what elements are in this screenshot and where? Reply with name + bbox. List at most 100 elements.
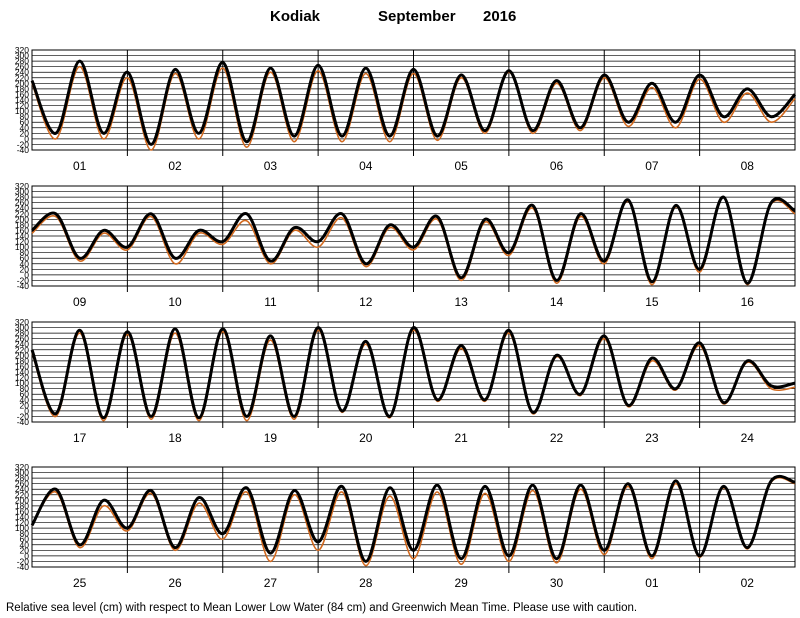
day-label: 25 bbox=[73, 576, 87, 590]
y-tick-label: 20 bbox=[20, 264, 30, 274]
y-tick-label: 320 bbox=[15, 462, 29, 472]
y-tick-label: 280 bbox=[15, 328, 29, 338]
y-tick-label: -20 bbox=[17, 139, 30, 149]
day-label: 02 bbox=[168, 159, 182, 173]
y-tick-label: 100 bbox=[15, 242, 29, 252]
day-label: 07 bbox=[645, 159, 659, 173]
y-tick-label: 280 bbox=[15, 473, 29, 483]
y-tick-label: 220 bbox=[15, 209, 29, 219]
y-tick-label: 200 bbox=[15, 214, 29, 224]
y-tick-label: 160 bbox=[15, 89, 29, 99]
y-tick-label: 100 bbox=[15, 378, 29, 388]
y-tick-label: 60 bbox=[20, 117, 30, 127]
y-tick-label: -40 bbox=[17, 417, 30, 427]
day-label: 14 bbox=[550, 295, 564, 309]
day-label: 11 bbox=[264, 295, 277, 309]
y-tick-label: 120 bbox=[15, 101, 29, 111]
y-tick-label: 320 bbox=[15, 317, 29, 327]
tide-panel: -40-200204060801001201401601802002202402… bbox=[15, 462, 796, 590]
y-tick-label: 320 bbox=[15, 181, 29, 191]
y-tick-label: 20 bbox=[20, 128, 30, 138]
series-observed bbox=[30, 59, 797, 146]
y-tick-label: 320 bbox=[15, 45, 29, 55]
y-tick-label: 20 bbox=[20, 545, 30, 555]
series-predicted bbox=[31, 65, 796, 151]
y-tick-label: 0 bbox=[24, 551, 29, 561]
y-tick-label: -40 bbox=[17, 145, 30, 155]
y-tick-label: 160 bbox=[15, 225, 29, 235]
y-tick-label: 40 bbox=[20, 259, 30, 269]
y-tick-label: 0 bbox=[24, 134, 29, 144]
y-tick-label: 240 bbox=[15, 484, 29, 494]
day-label: 04 bbox=[359, 159, 373, 173]
y-tick-label: 200 bbox=[15, 78, 29, 88]
day-label: 23 bbox=[645, 431, 659, 445]
y-tick-label: 60 bbox=[20, 253, 30, 263]
y-tick-label: 20 bbox=[20, 400, 30, 410]
y-tick-label: 260 bbox=[15, 62, 29, 72]
y-tick-label: 260 bbox=[15, 479, 29, 489]
y-tick-label: -20 bbox=[17, 411, 30, 421]
day-label: 20 bbox=[359, 431, 373, 445]
day-label: 19 bbox=[264, 431, 278, 445]
day-label: 08 bbox=[741, 159, 755, 173]
day-label: 16 bbox=[741, 295, 755, 309]
day-label: 28 bbox=[359, 576, 373, 590]
series-observed bbox=[31, 195, 796, 285]
day-label: 02 bbox=[741, 576, 755, 590]
y-tick-label: 80 bbox=[20, 529, 30, 539]
day-label: 01 bbox=[73, 159, 87, 173]
y-tick-label: 220 bbox=[15, 490, 29, 500]
y-tick-label: 60 bbox=[20, 389, 30, 399]
y-tick-label: 200 bbox=[15, 350, 29, 360]
y-tick-label: 300 bbox=[15, 187, 29, 197]
y-tick-label: 240 bbox=[15, 67, 29, 77]
y-tick-label: 120 bbox=[15, 237, 29, 247]
y-tick-label: 120 bbox=[15, 518, 29, 528]
title-year: 2016 bbox=[483, 8, 516, 25]
y-tick-label: 180 bbox=[15, 84, 29, 94]
y-tick-label: 240 bbox=[15, 339, 29, 349]
y-tick-label: 80 bbox=[20, 248, 30, 258]
day-label: 27 bbox=[264, 576, 278, 590]
y-tick-label: 280 bbox=[15, 192, 29, 202]
y-tick-label: -40 bbox=[17, 281, 30, 291]
y-tick-label: 100 bbox=[15, 523, 29, 533]
y-tick-label: 120 bbox=[15, 373, 29, 383]
y-tick-label: 220 bbox=[15, 73, 29, 83]
y-tick-label: 160 bbox=[15, 506, 29, 516]
y-tick-label: 0 bbox=[24, 270, 29, 280]
day-label: 05 bbox=[455, 159, 469, 173]
day-label: 21 bbox=[455, 431, 469, 445]
y-tick-label: 300 bbox=[15, 323, 29, 333]
day-label: 06 bbox=[550, 159, 564, 173]
day-label: 30 bbox=[550, 576, 564, 590]
day-label: 10 bbox=[168, 295, 182, 309]
day-label: 26 bbox=[168, 576, 182, 590]
y-tick-label: 140 bbox=[15, 95, 29, 105]
y-tick-label: 140 bbox=[15, 231, 29, 241]
y-tick-label: 40 bbox=[20, 395, 30, 405]
tide-panel: -40-200204060801001201401601802002202402… bbox=[15, 317, 796, 445]
y-tick-label: -40 bbox=[17, 562, 30, 572]
y-tick-label: 300 bbox=[15, 468, 29, 478]
series-observed bbox=[30, 326, 796, 420]
day-label: 22 bbox=[550, 431, 564, 445]
day-label: 03 bbox=[264, 159, 278, 173]
y-tick-label: 40 bbox=[20, 123, 30, 133]
y-tick-label: 180 bbox=[15, 356, 29, 366]
y-tick-label: -20 bbox=[17, 275, 30, 285]
series-observed bbox=[30, 474, 796, 563]
y-tick-label: 140 bbox=[15, 367, 29, 377]
y-tick-label: 200 bbox=[15, 495, 29, 505]
y-tick-label: 240 bbox=[15, 203, 29, 213]
y-tick-label: -20 bbox=[17, 556, 30, 566]
y-tick-label: 60 bbox=[20, 534, 30, 544]
footer-note: Relative sea level (cm) with respect to … bbox=[6, 602, 637, 614]
y-tick-label: 40 bbox=[20, 540, 30, 550]
y-tick-label: 0 bbox=[24, 406, 29, 416]
day-label: 17 bbox=[73, 431, 87, 445]
y-tick-label: 220 bbox=[15, 345, 29, 355]
y-tick-label: 280 bbox=[15, 56, 29, 66]
tide-panel: -40-200204060801001201401601802002202402… bbox=[15, 181, 796, 309]
